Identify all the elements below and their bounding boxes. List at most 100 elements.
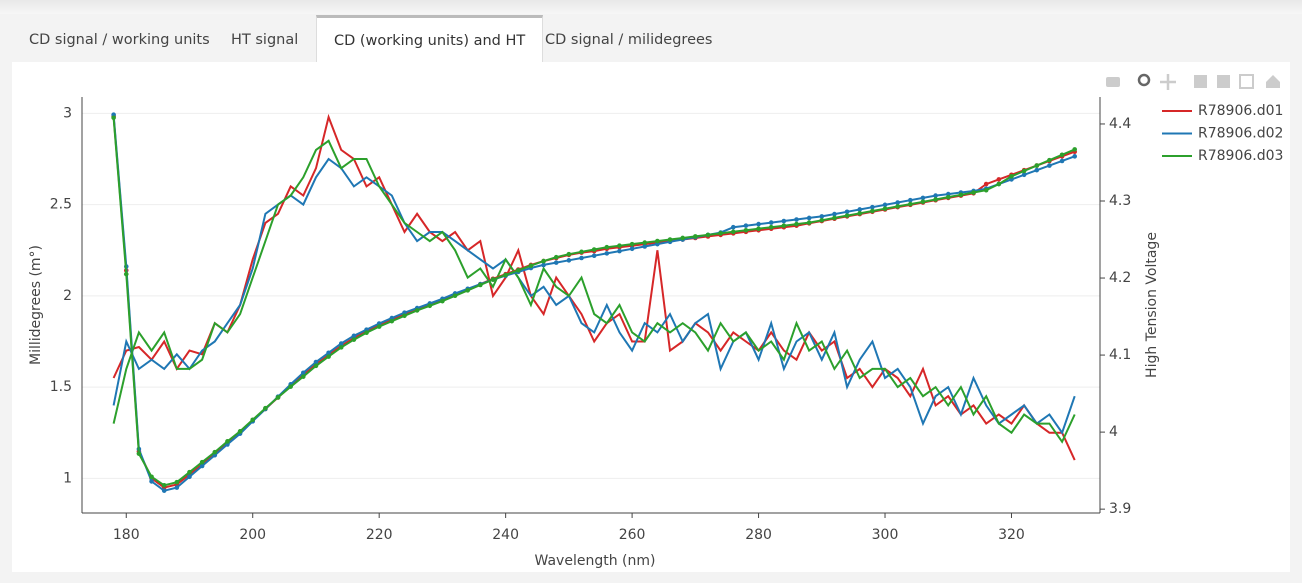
marker <box>933 197 938 202</box>
marker <box>680 235 685 241</box>
y-tick-label: 3 <box>63 105 72 121</box>
marker <box>1047 157 1052 163</box>
marker <box>566 251 572 257</box>
marker <box>414 308 420 313</box>
marker <box>427 303 433 309</box>
marker <box>326 354 331 359</box>
marker <box>161 482 167 488</box>
marker <box>819 217 825 223</box>
marker <box>149 474 154 480</box>
marker <box>174 485 180 490</box>
marker <box>882 206 888 212</box>
legend-label: R78906.d03 <box>1198 148 1283 164</box>
marker <box>844 209 850 215</box>
marker <box>338 345 344 350</box>
marker <box>832 211 837 217</box>
marker <box>756 221 761 227</box>
tab[interactable]: CD (working units) and HT <box>316 15 544 63</box>
marker <box>338 341 344 346</box>
marker <box>908 201 913 207</box>
marker <box>933 193 938 198</box>
zoom-icon[interactable] <box>1137 73 1151 87</box>
marker <box>1072 147 1078 152</box>
y2-tick-label: 4.1 <box>1109 347 1131 363</box>
marker <box>781 223 787 228</box>
marker <box>920 199 926 205</box>
marker <box>617 243 622 248</box>
marker <box>351 333 357 339</box>
zoom-in-icon[interactable] <box>1194 75 1207 88</box>
marker <box>288 384 293 389</box>
marker <box>579 255 584 261</box>
tab[interactable]: CD signal / milidegrees <box>545 32 713 48</box>
top-bar <box>0 0 1302 14</box>
marker <box>452 293 458 299</box>
home-icon[interactable] <box>1266 75 1280 88</box>
marker <box>870 204 875 210</box>
marker <box>123 271 129 277</box>
x-tick-label: 320 <box>998 527 1025 543</box>
marker <box>212 449 218 455</box>
marker <box>983 181 989 187</box>
series-line <box>112 139 1076 444</box>
x-tick-label: 220 <box>366 527 393 543</box>
marker <box>832 215 837 221</box>
y2-axis-title: High Tension Voltage <box>1144 232 1160 378</box>
marker <box>1021 168 1027 174</box>
marker <box>642 240 648 245</box>
camera-icon[interactable] <box>1106 77 1120 87</box>
marker <box>313 359 319 365</box>
y2-tick-label: 3.9 <box>1109 501 1131 517</box>
marker <box>920 195 926 201</box>
marker <box>301 370 306 376</box>
marker <box>237 429 243 434</box>
marker <box>794 221 799 227</box>
marker <box>111 115 116 121</box>
marker <box>667 237 673 242</box>
marker <box>806 220 812 225</box>
marker <box>983 187 989 193</box>
marker <box>768 220 774 225</box>
pan-icon[interactable] <box>1160 74 1176 90</box>
marker <box>1072 154 1078 159</box>
marker <box>895 200 900 205</box>
marker <box>553 260 559 265</box>
y2-tick-label: 4.3 <box>1109 193 1131 209</box>
marker <box>541 258 546 264</box>
marker <box>996 177 1002 182</box>
x-tick-label: 240 <box>492 527 519 543</box>
marker <box>402 313 407 319</box>
tab[interactable]: HT signal <box>231 32 299 48</box>
series-line <box>112 157 1076 435</box>
marker <box>693 234 698 239</box>
marker <box>503 272 508 278</box>
y2-tick-label: 4 <box>1109 424 1118 440</box>
modebar <box>1106 73 1280 90</box>
y-tick-label: 2 <box>63 288 72 304</box>
marker <box>1059 158 1065 164</box>
marker <box>806 215 812 221</box>
marker <box>541 262 546 268</box>
marker <box>1034 163 1040 168</box>
marker <box>743 227 749 233</box>
zoom-out-icon[interactable] <box>1217 75 1230 88</box>
marker <box>1009 174 1014 179</box>
marker <box>478 282 483 288</box>
marker <box>225 439 230 444</box>
marker <box>743 223 749 228</box>
y-tick-label: 1.5 <box>50 379 72 395</box>
y2-tick-label: 4.4 <box>1109 116 1131 132</box>
marker <box>263 405 268 411</box>
marker <box>136 451 142 456</box>
autoscale-icon[interactable] <box>1239 74 1254 89</box>
marker <box>187 469 192 475</box>
marker <box>275 395 281 400</box>
marker <box>844 213 850 218</box>
marker <box>895 204 900 209</box>
marker <box>351 337 357 342</box>
marker <box>642 244 648 249</box>
tab[interactable]: CD signal / working units <box>29 32 210 48</box>
marker <box>515 268 521 273</box>
marker <box>528 263 534 269</box>
